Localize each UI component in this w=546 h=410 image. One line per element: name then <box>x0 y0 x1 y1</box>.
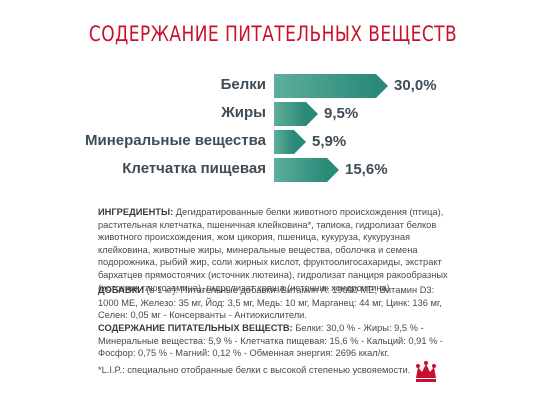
nutrient-bar <box>274 158 327 182</box>
ingredients-heading: ИНГРЕДИЕНТЫ: <box>98 207 174 217</box>
nutrient-label: Белки <box>220 76 266 93</box>
additives-heading: ДОБАВКИ <box>98 285 144 295</box>
nutrient-value: 5,9% <box>312 133 347 150</box>
nutrient-row-minerals: Минеральные вещества 5,9% <box>0 130 546 154</box>
nutrient-bar-arrow <box>327 158 339 182</box>
nutrient-bar <box>274 102 306 126</box>
nutrient-label: Минеральные вещества <box>85 132 266 149</box>
nutrient-bar <box>274 130 294 154</box>
nutrient-value: 30,0% <box>394 77 437 94</box>
nutrient-bar-arrow <box>306 102 318 126</box>
nutrient-row-fat: Жиры 9,5% <box>0 102 546 126</box>
composition-heading: СОДЕРЖАНИЕ ПИТАТЕЛЬНЫХ ВЕЩЕСТВ: <box>98 323 293 333</box>
royal-crown-icon <box>416 361 436 382</box>
nutrient-bar-arrow <box>376 74 388 98</box>
nutrient-label: Клетчатка пищевая <box>122 160 266 177</box>
ingredients-text: Дегидратированные белки животного происх… <box>98 207 448 293</box>
additives-text: (в 1 кг): Питательные добавки: Витамин А… <box>98 285 442 321</box>
nutrient-row-fiber: Клетчатка пищевая 15,6% <box>0 158 546 182</box>
nutrient-bar-arrow <box>294 130 306 154</box>
page-title: СОДЕРЖАНИЕ ПИТАТЕЛЬНЫХ ВЕЩЕСТВ <box>88 22 458 46</box>
nutrient-label: Жиры <box>221 104 266 121</box>
additives-paragraph: ДОБАВКИ (в 1 кг): Питательные добавки: В… <box>98 284 448 322</box>
composition-paragraph: СОДЕРЖАНИЕ ПИТАТЕЛЬНЫХ ВЕЩЕСТВ: Белки: 3… <box>98 322 448 360</box>
nutrient-bar <box>274 74 376 98</box>
composition-text: Белки: 30,0 % - Жиры: 9,5 % - Минеральны… <box>98 323 444 359</box>
footnote: *L.I.P.: специально отобранные белки с в… <box>98 365 411 375</box>
nutrient-value: 9,5% <box>324 105 359 122</box>
nutrient-value: 15,6% <box>345 161 388 178</box>
nutrient-row-protein: Белки 30,0% <box>0 74 546 98</box>
ingredients-paragraph: ИНГРЕДИЕНТЫ: Дегидратированные белки жив… <box>98 206 448 294</box>
